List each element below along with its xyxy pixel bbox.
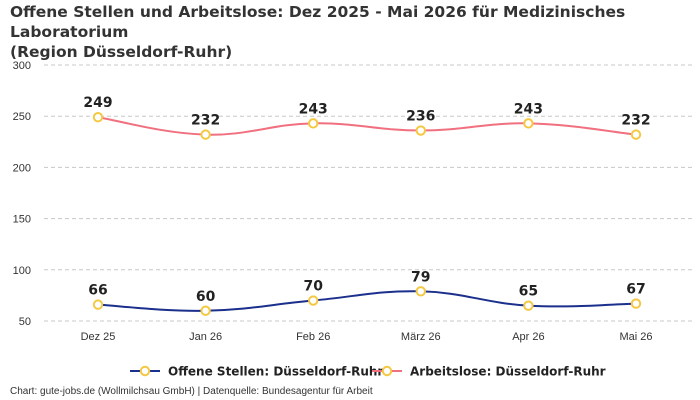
- x-tick-label: Apr 26: [512, 331, 544, 343]
- data-label: 243: [299, 101, 328, 117]
- y-tick-label: 200: [13, 162, 31, 174]
- chart-title-line-1: Offene Stellen und Arbeitslose: Dez 2025…: [10, 3, 626, 41]
- data-label: 243: [514, 101, 543, 117]
- data-point[interactable]: [200, 305, 211, 316]
- data-label: 60: [196, 289, 216, 305]
- data-point[interactable]: [92, 112, 104, 123]
- series-lines: [97, 116, 637, 312]
- legend-item-0[interactable]: Offene Stellen: Düsseldorf-Ruhr: [130, 365, 383, 379]
- legend-label: Offene Stellen: Düsseldorf-Ruhr: [168, 365, 383, 379]
- legend-label: Arbeitslose: Düsseldorf-Ruhr: [410, 365, 606, 379]
- series-points: [92, 112, 642, 316]
- x-tick-label: Dez 25: [81, 331, 116, 343]
- data-point[interactable]: [630, 129, 642, 140]
- x-tick-label: Feb 26: [296, 331, 330, 343]
- data-point[interactable]: [415, 125, 426, 136]
- data-labels: 66 60 70 79 65 67 249 232 243 236 243 232: [83, 95, 650, 305]
- y-tick-label: 300: [13, 60, 31, 72]
- data-point[interactable]: [523, 300, 534, 311]
- legend[interactable]: Offene Stellen: Düsseldorf-Ruhr Arbeitslo…: [130, 365, 606, 379]
- legend-item-1[interactable]: Arbeitslose: Düsseldorf-Ruhr: [372, 365, 606, 379]
- data-label: 70: [303, 279, 323, 295]
- data-point[interactable]: [200, 129, 211, 140]
- data-label: 79: [411, 269, 430, 285]
- chart-title-line-2: (Region Düsseldorf-Ruhr): [10, 43, 233, 61]
- y-tick-label: 150: [13, 214, 31, 226]
- x-tick-label: März 26: [401, 331, 441, 343]
- x-tick-label: Mai 26: [619, 331, 652, 343]
- data-label: 249: [83, 95, 112, 111]
- series-line-1: [97, 116, 637, 136]
- data-point[interactable]: [630, 298, 642, 309]
- data-point[interactable]: [308, 295, 319, 306]
- data-label: 65: [519, 284, 538, 300]
- legend-swatch-marker: [381, 365, 393, 377]
- y-tick-label: 250: [13, 111, 31, 123]
- data-label: 232: [621, 113, 650, 129]
- chart-footer: Chart: gute-jobs.de (Wollmilchsau GmbH) …: [10, 386, 373, 397]
- data-label: 232: [191, 113, 220, 129]
- data-label: 236: [406, 109, 435, 125]
- data-label: 67: [626, 282, 645, 298]
- chart-title: Offene Stellen und Arbeitslose: Dez 2025…: [10, 2, 690, 62]
- y-axis: 50 100 150 200 250 300: [13, 60, 31, 328]
- x-axis: Dez 25 Jan 26 Feb 26 März 26 Apr 26 Mai 26: [81, 331, 653, 343]
- series-line-0: [97, 290, 637, 312]
- data-point[interactable]: [308, 118, 319, 129]
- data-point[interactable]: [415, 286, 426, 297]
- data-point[interactable]: [523, 118, 534, 129]
- grid-lines: [44, 64, 692, 322]
- legend-swatch-marker: [139, 365, 151, 377]
- data-point[interactable]: [92, 299, 104, 310]
- y-tick-label: 100: [13, 265, 31, 277]
- x-tick-label: Jan 26: [189, 331, 222, 343]
- y-tick-label: 50: [19, 316, 31, 328]
- data-label: 66: [88, 283, 107, 299]
